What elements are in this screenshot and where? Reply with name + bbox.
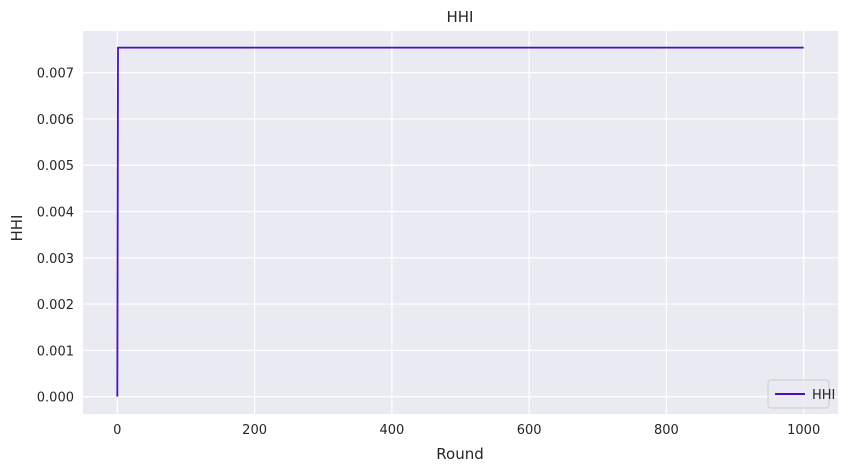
x-axis-label: Round bbox=[436, 445, 483, 463]
y-tick-label: 0.004 bbox=[37, 206, 74, 221]
y-axis-label: HHI bbox=[8, 215, 26, 242]
series-line-hhi bbox=[116, 46, 804, 397]
x-tick-label: 0 bbox=[113, 423, 121, 438]
y-tick-label: 0.002 bbox=[37, 298, 74, 313]
x-tick-label: 1000 bbox=[787, 423, 820, 438]
plot-area bbox=[83, 31, 838, 414]
y-tick-label: 0.005 bbox=[37, 159, 74, 174]
chart-title: HHI bbox=[447, 8, 474, 26]
y-tick-label: 0.006 bbox=[37, 113, 74, 128]
x-tick-label: 600 bbox=[517, 423, 542, 438]
x-tick-labels: 0 200 400 600 800 1000 bbox=[113, 423, 820, 438]
series-layer bbox=[116, 46, 804, 397]
grid-lines bbox=[83, 31, 838, 414]
y-tick-label: 0.000 bbox=[37, 391, 74, 406]
x-tick-label: 400 bbox=[379, 423, 404, 438]
x-tick-label: 800 bbox=[654, 423, 679, 438]
x-tick-label: 200 bbox=[242, 423, 267, 438]
y-tick-label: 0.007 bbox=[37, 67, 74, 82]
y-tick-label: 0.003 bbox=[37, 252, 74, 267]
y-tick-label: 0.001 bbox=[37, 344, 74, 359]
legend: HHI bbox=[767, 379, 835, 409]
y-tick-labels: 0.000 0.001 0.002 0.003 0.004 0.005 0.006 0.007 bbox=[37, 67, 74, 406]
legend-label: HHI bbox=[812, 388, 835, 403]
